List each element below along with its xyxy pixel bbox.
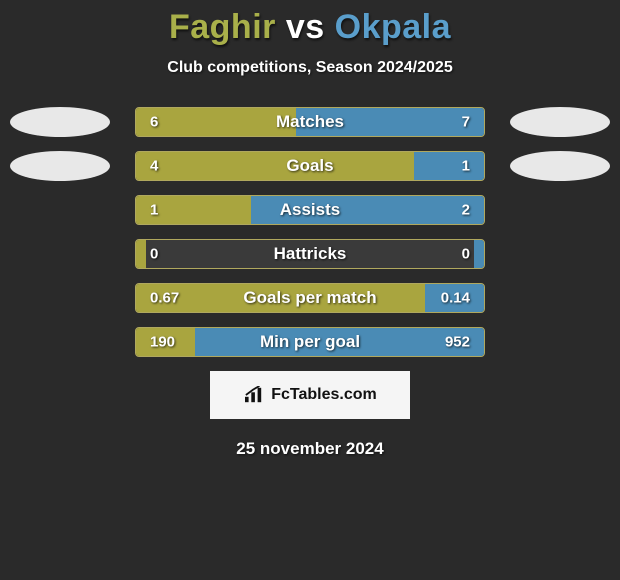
player1-name: Faghir: [169, 8, 276, 46]
player2-bar: [414, 152, 484, 180]
player2-bar: [195, 328, 484, 356]
player2-bar: [296, 108, 484, 136]
player1-bar: [136, 284, 425, 312]
stat-row: 190952Min per goal: [0, 327, 620, 357]
player1-avatar: [10, 151, 110, 181]
chart-icon: [243, 386, 265, 404]
player1-bar: [136, 196, 251, 224]
stat-row: 12Assists: [0, 195, 620, 225]
stat-bar-track: 0 0Hattricks: [135, 239, 485, 269]
stat-bar-track: 67Matches: [135, 107, 485, 137]
stat-bar-track: 190952Min per goal: [135, 327, 485, 357]
player2-bar: [474, 240, 484, 268]
player1-bar: [136, 240, 146, 268]
vs-text: vs: [286, 8, 325, 46]
player2-bar: [251, 196, 484, 224]
stat-bar-track: 0.670.14Goals per match: [135, 283, 485, 313]
stat-row: 41Goals: [0, 151, 620, 181]
stat-bar-track: 41Goals: [135, 151, 485, 181]
player2-avatar: [510, 151, 610, 181]
comparison-title: Faghir vs Okpala: [0, 0, 620, 47]
stat-row: 0 0Hattricks: [0, 239, 620, 269]
player2-bar: [425, 284, 484, 312]
subtitle: Club competitions, Season 2024/2025: [0, 59, 620, 77]
player1-bar: [136, 152, 414, 180]
player1-value: 0: [150, 246, 158, 263]
player1-bar: [136, 108, 296, 136]
player1-avatar: [10, 107, 110, 137]
footer-date: 25 november 2024: [0, 439, 620, 459]
stat-bar-track: 12Assists: [135, 195, 485, 225]
brand-text: FcTables.com: [271, 386, 377, 404]
stat-row: 0.670.14Goals per match: [0, 283, 620, 313]
comparison-chart: 67Matches 41Goals 12Assists 0 0Hattricks 0.67…: [0, 107, 620, 357]
stat-label: Hattricks: [136, 244, 484, 264]
brand-badge: FcTables.com: [210, 371, 410, 419]
player1-bar: [136, 328, 195, 356]
player2-name: Okpala: [335, 8, 451, 46]
player2-avatar: [510, 107, 610, 137]
player2-value: 0: [462, 246, 470, 263]
stat-row: 67Matches: [0, 107, 620, 137]
